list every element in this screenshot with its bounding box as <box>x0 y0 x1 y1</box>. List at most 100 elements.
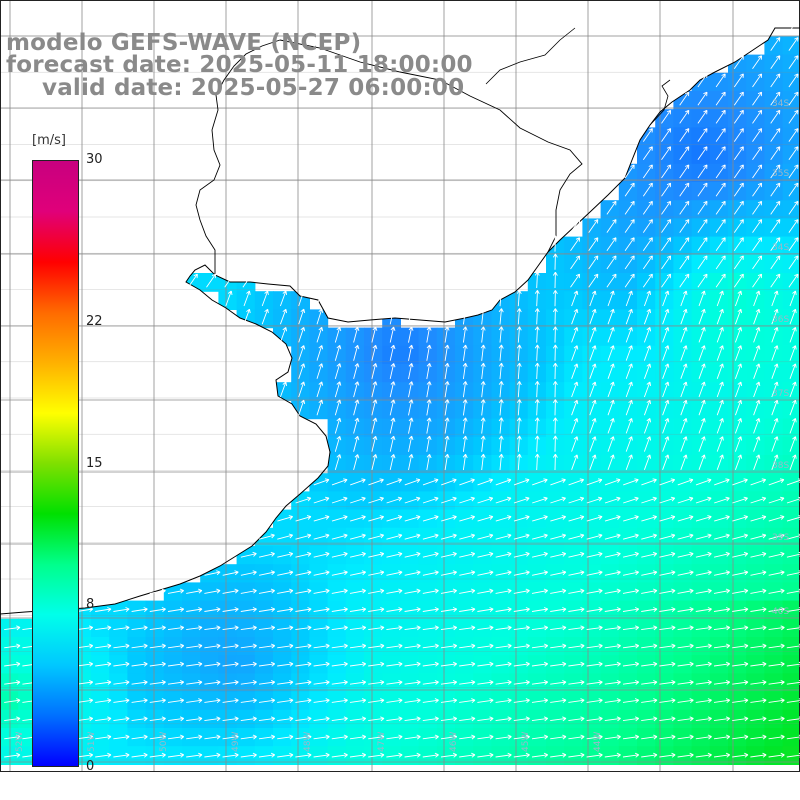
wind-cell <box>546 527 565 547</box>
wind-cell <box>691 637 711 656</box>
wind-arrow <box>4 716 21 722</box>
wind-cell <box>327 728 347 747</box>
wind-arrow <box>641 478 657 486</box>
wind-arrow <box>441 478 457 486</box>
wind-cell <box>782 218 800 238</box>
wind-cell <box>109 655 128 674</box>
wind-arrow <box>789 327 797 343</box>
wind-arrow <box>552 435 558 452</box>
wind-arrow <box>277 551 294 558</box>
wind-cell <box>673 509 693 529</box>
wind-arrow <box>714 478 730 486</box>
wind-cell <box>509 582 529 602</box>
wind-arrow <box>495 551 512 558</box>
wind-cell <box>418 546 438 565</box>
wind-arrow <box>534 290 540 307</box>
wind-cell <box>182 728 201 747</box>
wind-arrow <box>607 327 615 343</box>
wind-cell <box>764 564 784 583</box>
wind-arrow <box>768 515 785 522</box>
wind-arrow <box>750 661 767 667</box>
wind-arrow <box>607 454 615 470</box>
wind-arrow <box>733 73 744 88</box>
wind-arrow <box>532 496 548 504</box>
wind-arrow <box>586 698 603 704</box>
wind-arrow <box>350 478 366 486</box>
wind-arrow <box>532 515 548 522</box>
wind-arrow <box>788 219 799 233</box>
wind-arrow <box>240 625 257 631</box>
wind-arrow <box>113 679 130 685</box>
wind-arrow <box>516 326 522 343</box>
wind-arrow <box>732 625 749 631</box>
wind-arrow <box>404 643 421 649</box>
wind-cell <box>0 618 19 638</box>
wind-arrow <box>316 345 324 361</box>
wind-cell <box>418 564 438 583</box>
wind-arrow <box>770 73 781 88</box>
wind-arrow <box>277 661 294 667</box>
wind-arrow <box>770 55 781 70</box>
wind-cell <box>782 691 800 711</box>
wind-arrow <box>586 734 603 740</box>
wind-arrow <box>240 716 257 722</box>
wind-arrow <box>532 478 548 486</box>
wind-cell <box>709 691 729 711</box>
wind-arrow <box>677 607 694 612</box>
wind-arrow <box>495 607 512 612</box>
wind-arrow <box>259 570 276 576</box>
wind-cell <box>273 582 292 602</box>
wind-arrow <box>753 381 761 398</box>
wind-arrow <box>770 219 781 233</box>
wind-arrow <box>677 679 694 685</box>
wind-cell <box>764 746 784 765</box>
wind-arrow <box>477 478 494 486</box>
wind-cell <box>455 546 474 565</box>
wind-cell <box>691 655 711 674</box>
wind-cell <box>455 728 474 747</box>
wind-arrow <box>426 399 432 416</box>
wind-cell <box>327 637 347 656</box>
wind-cell <box>618 600 638 620</box>
wind-arrow <box>495 661 512 667</box>
wind-cell <box>782 309 800 329</box>
wind-arrow <box>516 399 522 416</box>
wind-cell <box>236 637 256 656</box>
longitude-label: 49W <box>231 732 241 752</box>
wind-cell <box>236 728 256 747</box>
wind-arrow <box>698 399 706 416</box>
wind-cell <box>582 491 602 511</box>
wind-cell <box>782 728 800 747</box>
wind-cell <box>309 527 329 547</box>
wind-arrow <box>498 453 504 471</box>
wind-arrow <box>368 661 385 667</box>
wind-arrow <box>258 679 276 685</box>
wind-arrow <box>277 752 294 758</box>
wind-arrow <box>768 570 785 576</box>
lat-lon-grid <box>0 0 800 772</box>
wind-cell <box>182 655 201 674</box>
wind-cell <box>655 473 674 492</box>
wind-arrow <box>568 734 585 740</box>
wind-cell <box>746 746 765 765</box>
wind-arrow <box>331 551 348 558</box>
wind-arrow <box>441 570 458 576</box>
wind-arrow <box>641 570 658 576</box>
wind-cell <box>582 546 602 565</box>
wind-arrow <box>534 453 540 471</box>
wind-cell <box>782 54 800 74</box>
wind-cell <box>782 182 800 201</box>
wind-cell <box>527 637 547 656</box>
wind-cell <box>564 546 583 565</box>
wind-arrow <box>568 716 585 722</box>
wind-arrow <box>768 752 785 758</box>
wind-arrow <box>789 436 797 452</box>
wind-cell <box>291 509 310 529</box>
wind-arrow <box>386 661 403 667</box>
wind-arrow <box>186 716 203 722</box>
wind-arrow <box>513 588 530 594</box>
wind-arrow <box>695 478 712 486</box>
wind-cell <box>91 655 110 674</box>
wind-cell <box>382 618 401 638</box>
wind-arrow <box>353 435 360 452</box>
